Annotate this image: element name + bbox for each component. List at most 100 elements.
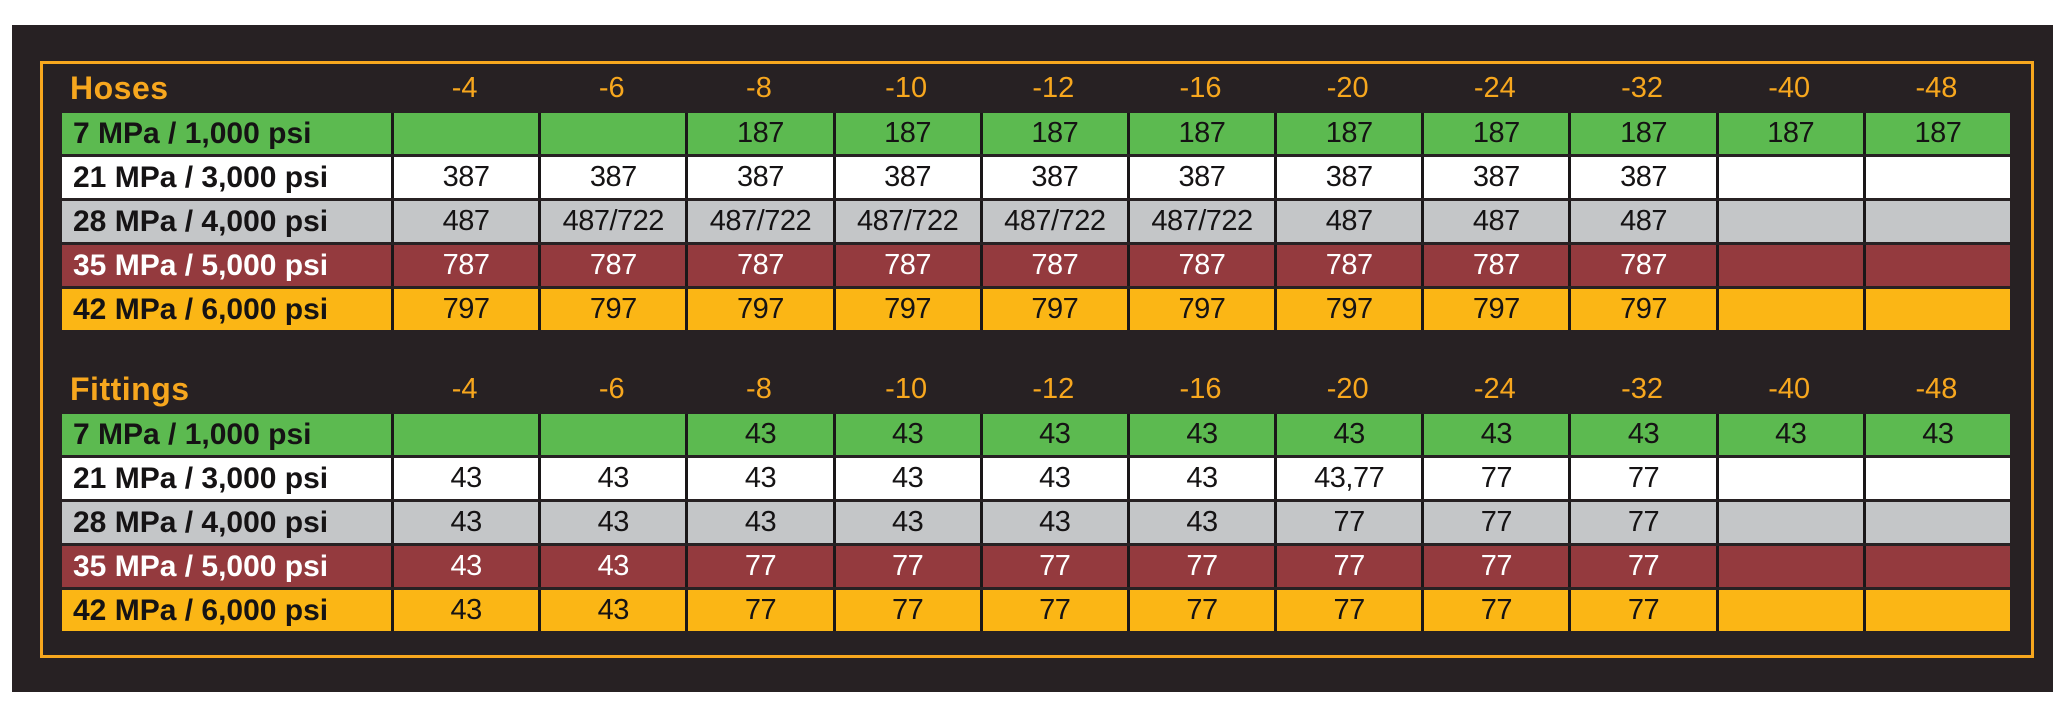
table-cell: 43: [1568, 414, 1716, 455]
table-cell: 787: [685, 245, 833, 286]
table-cell: 43: [832, 502, 980, 543]
table-cell: 43: [391, 458, 539, 499]
table-cell: 387: [1274, 157, 1422, 198]
table-cell: 797: [1274, 289, 1422, 330]
table-cell: 487/722: [832, 201, 980, 242]
table-cell: 43: [538, 458, 686, 499]
table-cell: [1715, 458, 1863, 499]
table-cell: [1715, 546, 1863, 587]
table-cell: 487/722: [538, 201, 686, 242]
row-label: 28 MPa / 4,000 psi: [62, 201, 391, 242]
table-cell: 797: [538, 289, 686, 330]
row-label: 42 MPa / 6,000 psi: [62, 289, 391, 330]
amber-frame-border: [40, 61, 2034, 658]
table-cell: 77: [1274, 502, 1422, 543]
table-cell: [1862, 201, 2010, 242]
table-cell: [1862, 157, 2010, 198]
table-cell: 77: [1568, 502, 1716, 543]
table-cell: 187: [979, 113, 1127, 154]
table-cell: 797: [832, 289, 980, 330]
table-cell: 43: [1274, 414, 1422, 455]
column-header: -10: [885, 71, 928, 104]
column-header: -8: [746, 71, 772, 104]
table-cell: 77: [1568, 546, 1716, 587]
row-label: 35 MPa / 5,000 psi: [62, 546, 391, 587]
table-cell: 43: [685, 502, 833, 543]
table-cell: 387: [391, 157, 539, 198]
table-cell: [1862, 245, 2010, 286]
table-cell: [1862, 590, 2010, 631]
table-cell: 787: [391, 245, 539, 286]
table-cell: 43: [391, 502, 539, 543]
column-header: -48: [1915, 71, 1958, 104]
table-cell: 77: [685, 546, 833, 587]
column-header: -32: [1621, 372, 1663, 405]
table-cell: 77: [1274, 590, 1422, 631]
table-cell: 77: [832, 590, 980, 631]
table-cell: 187: [1715, 113, 1863, 154]
table-cell: 187: [832, 113, 980, 154]
table-cell: 787: [538, 245, 686, 286]
table-cell: 487: [1568, 201, 1716, 242]
table-cell: 43: [979, 458, 1127, 499]
table-cell: 387: [685, 157, 833, 198]
column-header: -20: [1326, 372, 1369, 405]
column-header: -16: [1179, 372, 1222, 405]
column-header: -16: [1179, 71, 1222, 104]
table-cell: 77: [1126, 590, 1275, 631]
column-header: -6: [598, 372, 625, 405]
column-header: -48: [1915, 372, 1958, 405]
table-cell: 187: [1421, 113, 1569, 154]
section-gap: [62, 330, 2010, 367]
row-label: 7 MPa / 1,000 psi: [62, 113, 391, 154]
table-cell: 487/722: [685, 201, 833, 242]
table-cell: 387: [832, 157, 980, 198]
table-cell: 387: [1126, 157, 1275, 198]
row-label: 7 MPa / 1,000 psi: [62, 414, 391, 455]
table-section: Hoses -4 -6 -8 -10 -12 -16 -20 -24 -32 -40 -48 7 MPa…: [62, 66, 2010, 330]
table-cell: 77: [1568, 590, 1716, 631]
table-cell: 43: [1421, 414, 1569, 455]
table-cell: 187: [1862, 113, 2010, 154]
column-header: -4: [451, 71, 478, 104]
table-cell: 787: [1421, 245, 1569, 286]
column-header: -20: [1326, 71, 1369, 104]
table-cell: 187: [1126, 113, 1275, 154]
table-cell: 487: [391, 201, 539, 242]
table-cell: 43: [1126, 502, 1275, 543]
table-cell: [1715, 502, 1863, 543]
table-cell: [1715, 590, 1863, 631]
table-cell: 77: [979, 546, 1127, 587]
table-cell: [538, 113, 686, 154]
table-cell: 43: [538, 590, 686, 631]
table-cell: 487/722: [979, 201, 1127, 242]
table-cell: 43: [1126, 414, 1275, 455]
table-cell: 797: [1421, 289, 1569, 330]
table-cell: 43: [832, 458, 980, 499]
table-cell: 77: [1421, 502, 1569, 543]
table-cell: 77: [1274, 546, 1422, 587]
table-cell: 43: [391, 546, 539, 587]
column-header: -40: [1768, 372, 1811, 405]
table-cell: 787: [979, 245, 1127, 286]
column-header: -4: [451, 372, 478, 405]
table-cell: 797: [1126, 289, 1275, 330]
table-cell: 77: [1126, 546, 1275, 587]
table-cell: 43: [832, 414, 980, 455]
table-cell: 797: [391, 289, 539, 330]
table-cell: 487: [1421, 201, 1569, 242]
table-cell: 787: [1126, 245, 1275, 286]
table-cell: 43: [1862, 414, 2010, 455]
section-title: Hoses: [70, 70, 169, 106]
table-cell: [1862, 546, 2010, 587]
table-cell: 77: [1421, 546, 1569, 587]
table-cell: 787: [1568, 245, 1716, 286]
table-cell: 43: [685, 414, 833, 455]
column-header: -12: [1032, 71, 1075, 104]
column-header: -8: [746, 372, 772, 405]
table-cell: 77: [1568, 458, 1716, 499]
table-cell: 487: [1274, 201, 1422, 242]
column-header: -24: [1473, 372, 1516, 405]
table-cell: 43: [538, 502, 686, 543]
table-cell: [1862, 502, 2010, 543]
